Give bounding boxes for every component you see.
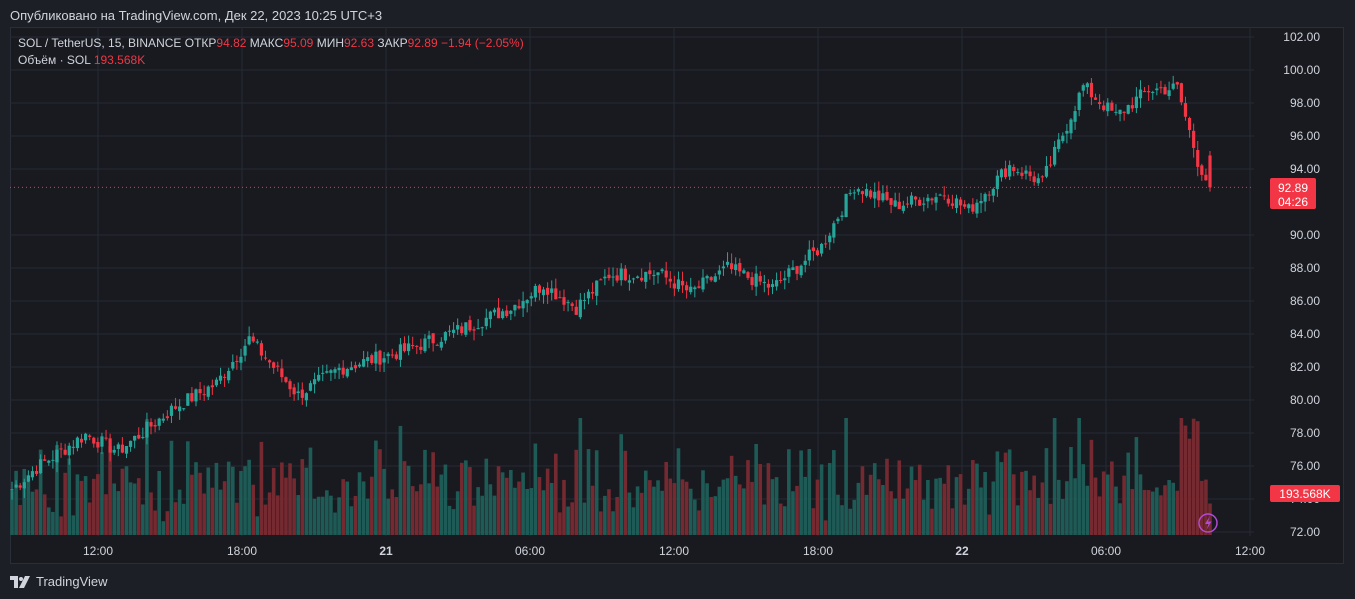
legend-open-label: ОТКР xyxy=(184,36,217,50)
flash-icon[interactable] xyxy=(1198,513,1218,533)
legend-close-label: ЗАКР xyxy=(377,36,408,50)
chart-legend: SOL / TetherUS, 15, BINANCE ОТКР94.82 МА… xyxy=(18,35,524,69)
footer-brand[interactable]: TradingView xyxy=(10,574,108,589)
legend-volume-value: 193.568K xyxy=(93,53,146,67)
legend-high-label: МАКС xyxy=(249,36,284,50)
legend-volume-label[interactable]: Объём · SOL xyxy=(18,53,91,67)
flash-icon-bolt xyxy=(1205,516,1212,530)
chart-frame[interactable] xyxy=(10,27,1344,564)
published-header: Опубликовано на TradingView.com, Дек 22,… xyxy=(10,8,383,23)
legend-high-value: 95.09 xyxy=(283,36,314,50)
legend-ohlc-row: SOL / TetherUS, 15, BINANCE ОТКР94.82 МА… xyxy=(18,35,524,52)
legend-open-value: 94.82 xyxy=(216,36,247,50)
legend-volume-row: Объём · SOL 193.568K xyxy=(18,52,524,69)
footer-brand-text: TradingView xyxy=(36,574,108,589)
tradingview-logo-icon xyxy=(10,575,30,588)
legend-symbol[interactable]: SOL / TetherUS, 15, BINANCE xyxy=(18,36,182,50)
legend-low-label: МИН xyxy=(316,36,344,50)
flash-icon-ring xyxy=(1198,513,1218,533)
legend-change: −1.94 (−2.05%) xyxy=(441,36,524,50)
legend-close-value: 92.89 xyxy=(407,36,438,50)
legend-low-value: 92.63 xyxy=(344,36,375,50)
